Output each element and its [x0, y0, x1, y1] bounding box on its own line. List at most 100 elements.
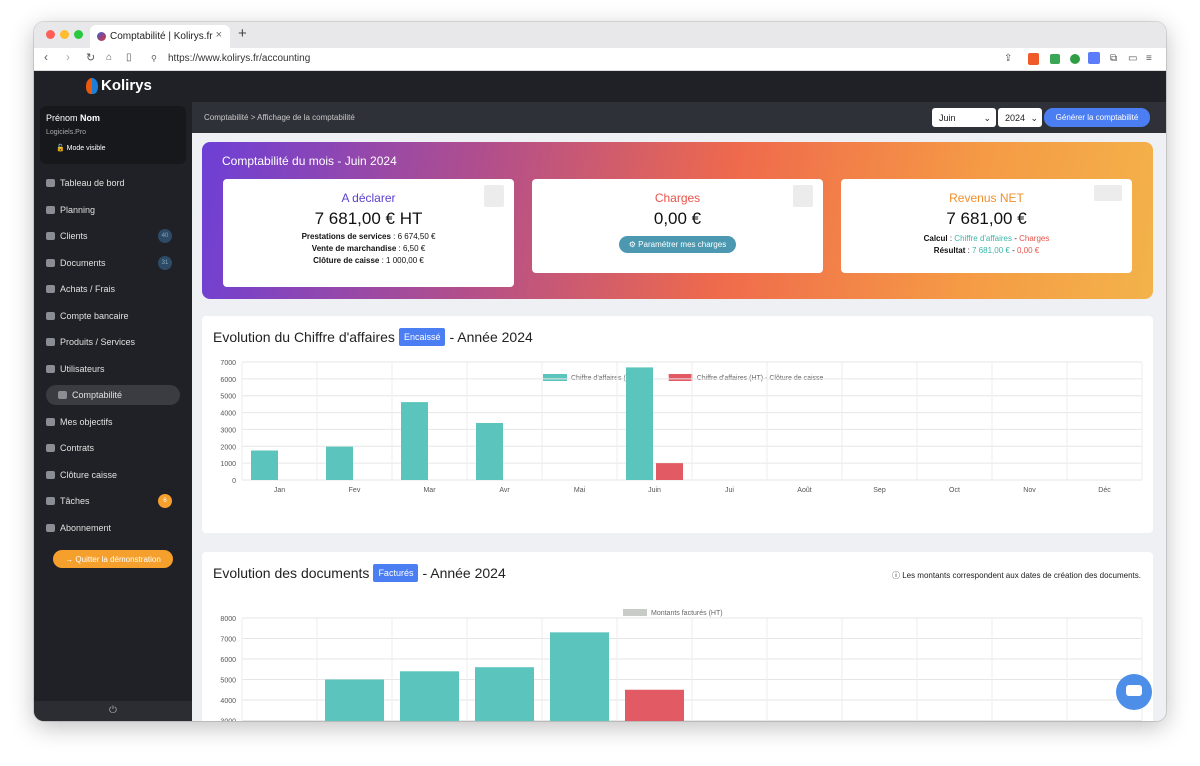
brave-shield-icon[interactable] — [1028, 53, 1039, 65]
favicon-icon — [97, 32, 106, 41]
reload-icon[interactable]: ↻ — [86, 52, 96, 64]
sidebar-toggle-icon[interactable]: ▭ — [1128, 53, 1138, 64]
share-icon[interactable]: ⇪ — [1004, 53, 1013, 64]
calc-separator: - — [1012, 234, 1020, 243]
y-tick-label: 3000 — [220, 427, 236, 434]
sidebar-item-label: Achats / Frais — [60, 284, 116, 294]
documents-bar-chart: Montants facturés (HT)200030004000500060… — [220, 609, 1143, 722]
back-icon[interactable]: ‹ — [44, 50, 48, 64]
net-result-line: Résultat : 7 681,00 € - 0,00 € — [933, 246, 1040, 255]
net-revenue-amount: 7 681,00 € — [946, 209, 1027, 228]
sidebar-item-mes-objectifs[interactable]: Mes objectifs — [46, 412, 180, 432]
sidebar-item-label: Planning — [60, 204, 96, 215]
result-label: Résultat — [933, 246, 966, 255]
user-card: Prénom Nom Logiciels.Pro 🔓 Mode visible — [40, 106, 186, 164]
users-icon — [46, 232, 55, 240]
sidebar-item-label: Tableau de bord — [60, 178, 125, 188]
money-icon — [58, 391, 67, 399]
sidebar-item-compte-bancaire[interactable]: Compte bancaire — [46, 306, 180, 326]
x-tick-label: Mai — [574, 487, 586, 494]
month-select[interactable]: Juin ⌄ — [932, 108, 996, 127]
bookmark-icon[interactable]: ▯ — [126, 52, 132, 63]
chevron-down-icon: ⌄ — [1030, 113, 1038, 123]
bar — [401, 402, 428, 480]
sidebar-item-abonnement[interactable]: Abonnement — [46, 518, 180, 538]
sidebar-item-planning[interactable]: Planning — [46, 200, 180, 220]
invoiced-pill[interactable]: Facturés — [373, 564, 419, 582]
declare-line: Prestations de services : 6 674,50 € — [223, 232, 514, 241]
sidebar-item-label: Compte bancaire — [60, 310, 129, 321]
calendar-icon — [46, 205, 55, 214]
sidebar-item-clôture-caisse[interactable]: Clôture caisse — [46, 465, 180, 485]
sidebar-item-tableau-de-bord[interactable]: Tableau de bord — [46, 173, 180, 193]
cart-icon — [46, 285, 55, 293]
configure-charges-button[interactable]: ⚙ Paramétrer mes charges — [618, 236, 737, 253]
address-bar[interactable]: https://www.kolirys.fr/accounting — [168, 53, 311, 64]
legend-swatch — [543, 374, 567, 381]
kolirys-logo[interactable]: Kolirys — [86, 77, 152, 94]
menu-icon[interactable]: ≡ — [1146, 53, 1152, 64]
y-tick-label: 3000 — [220, 719, 236, 722]
net-calc-line: Calcul : Chiffre d'affaires - Charges — [923, 234, 1050, 243]
to-declare-card: A déclarer 7 681,00 € HT Prestations de … — [223, 179, 514, 287]
sidebar-item-documents[interactable]: Documents 31 — [46, 253, 180, 273]
forward-icon[interactable]: › — [66, 50, 70, 64]
sidebar-item-produits-services[interactable]: Produits / Services — [46, 332, 180, 352]
x-tick-label: Avr — [499, 487, 510, 494]
breadcrumb-bar: Comptabilité > Affichage de la comptabil… — [192, 102, 1166, 133]
sidebar-item-label: Contrats — [60, 443, 95, 453]
sidebar: Prénom Nom Logiciels.Pro 🔓 Mode visible … — [34, 102, 192, 721]
sidebar-item-label: Mes objectifs — [60, 416, 113, 427]
chat-button[interactable] — [1116, 674, 1152, 710]
visible-mode-toggle[interactable]: 🔓 Mode visible — [56, 145, 106, 152]
y-tick-label: 7000 — [220, 637, 236, 644]
extension-icon[interactable] — [1050, 54, 1060, 64]
maximize-window-icon[interactable] — [74, 30, 83, 39]
sidebar-item-tâches[interactable]: Tâches 6 — [46, 491, 180, 511]
tab-title: Comptabilité | Kolirys.fr — [110, 31, 213, 42]
sidebar-item-utilisateurs[interactable]: Utilisateurs — [46, 359, 180, 379]
minimize-window-icon[interactable] — [60, 30, 69, 39]
result-separator: - — [1009, 246, 1017, 255]
sidebar-item-comptabilité[interactable]: Comptabilité — [46, 385, 180, 405]
charges-title: Charges — [654, 191, 701, 205]
tab-close-icon[interactable]: × — [215, 29, 222, 41]
sidebar-item-contrats[interactable]: Contrats — [46, 438, 180, 458]
puzzle-icon[interactable]: ⧉ — [1110, 53, 1118, 64]
extension-icon[interactable] — [1088, 52, 1100, 64]
x-tick-label: Fev — [349, 487, 361, 494]
net-revenue-card: Revenus NET 7 681,00 € Calcul : Chiffre … — [841, 179, 1132, 273]
power-icon[interactable]: ⏻ — [34, 701, 192, 721]
sidebar-item-achats-frais[interactable]: Achats / Frais — [46, 279, 180, 299]
home-icon[interactable]: ⌂ — [106, 52, 113, 63]
bank-icon — [46, 311, 55, 320]
result-charges: 0,00 € — [1016, 246, 1040, 255]
star-icon — [46, 523, 55, 532]
to-declare-title: A déclarer — [341, 191, 396, 205]
tab-strip: Comptabilité | Kolirys.fr × + — [34, 22, 1166, 48]
collected-pill[interactable]: Encaissé — [398, 328, 446, 346]
documents-note-text: Les montants correspondent aux dates de … — [902, 571, 1141, 580]
monthly-summary: Comptabilité du mois - Juin 2024 A décla… — [202, 142, 1153, 299]
year-select[interactable]: 2024 ⌄ — [998, 108, 1042, 127]
calc-charges: Charges — [1019, 234, 1050, 243]
close-window-icon[interactable] — [46, 30, 55, 39]
generate-accounting-button[interactable]: Générer la comptabilité — [1044, 108, 1150, 127]
breadcrumb: Comptabilité > Affichage de la comptabil… — [204, 113, 355, 122]
new-tab-button[interactable]: + — [238, 25, 247, 42]
browser-tab[interactable]: Comptabilité | Kolirys.fr × — [90, 25, 230, 48]
bar — [475, 667, 534, 721]
user-first-name: Prénom — [46, 113, 81, 123]
charges-card: Charges 0,00 € ⚙ Paramétrer mes charges — [532, 179, 823, 273]
x-tick-label: Sep — [873, 487, 886, 494]
extension-icon[interactable] — [1070, 54, 1080, 64]
sidebar-item-label: Clôture caisse — [60, 469, 118, 480]
sidebar-item-clients[interactable]: Clients 40 — [46, 226, 180, 246]
user-name: Prénom Nom — [46, 113, 180, 123]
quit-demo-button[interactable]: → Quitter la démonstration — [53, 550, 173, 568]
documents-chart-title: Evolution des documents Facturés - Année… — [213, 564, 506, 582]
document-icon — [484, 185, 504, 207]
y-tick-label: 6000 — [220, 377, 236, 384]
site-info-icon[interactable]: ⚲ — [151, 54, 157, 63]
summary-title: Comptabilité du mois - Juin 2024 — [222, 154, 397, 168]
